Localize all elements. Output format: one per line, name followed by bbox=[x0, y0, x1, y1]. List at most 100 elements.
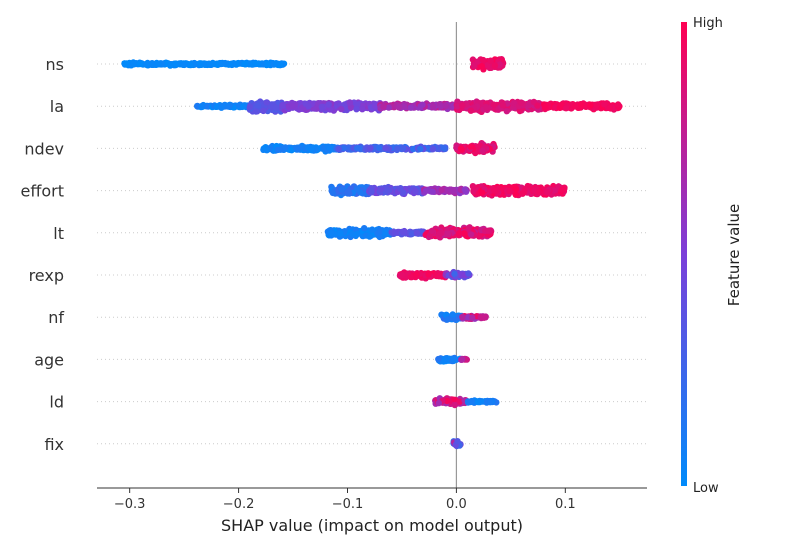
x-tick-label: −0.2 bbox=[223, 497, 255, 512]
feature-points-ndev bbox=[260, 140, 498, 157]
shap-points bbox=[121, 56, 623, 450]
shap-point bbox=[354, 230, 361, 238]
shap-point bbox=[263, 99, 270, 106]
shap-point bbox=[441, 145, 448, 152]
shap-point bbox=[454, 438, 461, 445]
shap-point bbox=[359, 106, 366, 113]
colorbar-title: Feature value bbox=[725, 204, 743, 306]
shap-point bbox=[368, 188, 375, 195]
shap-point bbox=[480, 56, 487, 64]
shap-point bbox=[391, 229, 398, 236]
shap-point bbox=[487, 57, 494, 64]
shap-point bbox=[241, 60, 249, 67]
shap-point bbox=[503, 108, 510, 115]
shap-point bbox=[481, 314, 488, 321]
shap-point bbox=[562, 105, 570, 112]
shap-point bbox=[167, 61, 174, 69]
shap-point bbox=[465, 270, 472, 277]
shap-point bbox=[327, 229, 335, 237]
shap-point bbox=[172, 60, 180, 67]
shap-point bbox=[479, 147, 486, 154]
shap-point bbox=[491, 187, 498, 194]
shap-point bbox=[542, 103, 549, 111]
shap-point bbox=[130, 60, 137, 67]
shap-point bbox=[181, 61, 188, 69]
shap-point bbox=[412, 187, 419, 195]
feature-label-lt: lt bbox=[53, 224, 64, 243]
colorbar-low-label: Low bbox=[693, 481, 719, 496]
shap-point bbox=[457, 145, 465, 152]
shap-point bbox=[407, 273, 414, 281]
feature-label-ld: ld bbox=[49, 393, 64, 412]
x-axis-title: SHAP value (impact on model output) bbox=[221, 516, 523, 535]
shap-point bbox=[326, 144, 333, 151]
shap-point bbox=[478, 62, 485, 70]
shap-point bbox=[483, 103, 490, 111]
shap-point bbox=[499, 101, 507, 109]
feature-points-ld bbox=[432, 395, 500, 409]
shap-point bbox=[218, 104, 225, 111]
shap-point bbox=[400, 189, 407, 196]
shap-point bbox=[136, 60, 144, 68]
shap-point bbox=[274, 146, 281, 154]
shap-point bbox=[353, 106, 360, 113]
shap-point bbox=[246, 103, 254, 111]
shap-point bbox=[394, 146, 401, 153]
shap-point bbox=[361, 225, 368, 232]
shap-point bbox=[461, 186, 469, 193]
shap-point bbox=[512, 191, 519, 198]
x-tick-label: −0.1 bbox=[332, 497, 364, 512]
shap-point bbox=[347, 104, 355, 111]
shap-point bbox=[469, 183, 477, 190]
feature-label-ns: ns bbox=[46, 55, 64, 74]
shap-point bbox=[559, 186, 566, 193]
shap-point bbox=[445, 230, 452, 238]
shap-point bbox=[345, 188, 352, 195]
shap-point bbox=[417, 145, 424, 153]
shap-point bbox=[455, 230, 463, 237]
shap-point bbox=[226, 102, 233, 109]
shap-point bbox=[474, 398, 482, 406]
shap-point bbox=[329, 189, 336, 197]
shap-point bbox=[399, 145, 407, 152]
shap-point bbox=[187, 61, 194, 69]
shap-point bbox=[354, 144, 361, 152]
shap-point bbox=[123, 60, 130, 67]
shap-point bbox=[377, 186, 384, 193]
shap-point bbox=[593, 101, 600, 109]
shap-point bbox=[544, 189, 551, 196]
shap-point bbox=[438, 186, 445, 194]
shap-point bbox=[425, 271, 432, 278]
shap-point bbox=[479, 189, 486, 196]
shap-point bbox=[429, 188, 436, 195]
shap-point bbox=[198, 61, 205, 68]
shap-point bbox=[469, 314, 476, 321]
colorbar-high-label: High bbox=[693, 16, 723, 31]
shap-point bbox=[577, 101, 585, 109]
shap-point bbox=[463, 356, 470, 363]
shap-point bbox=[460, 230, 468, 237]
shap-point bbox=[325, 101, 332, 108]
shap-point bbox=[490, 101, 497, 108]
feature-points-effort bbox=[328, 182, 568, 199]
shap-point bbox=[516, 107, 524, 115]
shap-point bbox=[205, 60, 213, 67]
shap-point bbox=[282, 144, 289, 151]
shap-point bbox=[279, 102, 286, 110]
shap-point bbox=[413, 271, 420, 278]
shap-point bbox=[260, 107, 267, 115]
shap-point bbox=[337, 230, 344, 237]
feature-points-fix bbox=[450, 438, 464, 450]
shap-point bbox=[450, 356, 457, 363]
shap-point bbox=[367, 145, 374, 152]
feature-points-rexp bbox=[396, 268, 473, 282]
feature-label-age: age bbox=[34, 350, 64, 369]
shap-point bbox=[443, 397, 451, 405]
shap-point bbox=[366, 233, 373, 240]
shap-point bbox=[263, 147, 270, 154]
shap-point bbox=[308, 145, 315, 152]
x-tick-label: 0.0 bbox=[446, 497, 467, 512]
shap-point bbox=[349, 230, 356, 238]
shap-point bbox=[254, 60, 261, 67]
